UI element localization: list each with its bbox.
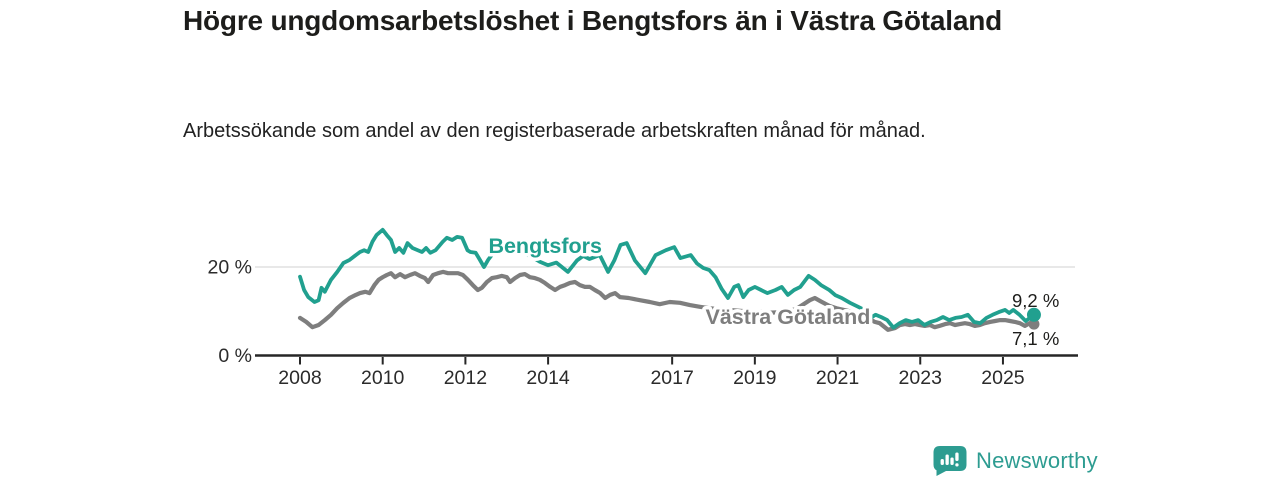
newsworthy-logo-icon: [933, 446, 967, 476]
x-tick-label-2021: 2021: [816, 367, 859, 389]
x-tick-label-2010: 2010: [361, 367, 405, 389]
end-dot-v-stra-g-taland: [1028, 318, 1040, 330]
series-line-bengtsfors: [298, 227, 1036, 330]
series-line-v-stra-g-taland: [297, 269, 1037, 332]
chart-subtitle: Arbetssökande som andel av den registerb…: [183, 120, 926, 142]
x-tick-label-2012: 2012: [444, 367, 487, 389]
series-label-v-stra-g-taland: Västra Götaland: [705, 305, 870, 329]
x-tick-label-2019: 2019: [733, 367, 776, 389]
x-tick-label-2023: 2023: [899, 367, 942, 389]
end-value-label-bengtsfors: 9,2 %: [1012, 290, 1059, 311]
y-tick-label-20: 20 %: [208, 257, 252, 279]
end-value-label-v-stra-g-taland: 7,1 %: [1012, 328, 1059, 349]
end-dot-bengtsfors: [1026, 307, 1041, 322]
newsworthy-brand-name: Newsworthy: [976, 448, 1098, 473]
newsworthy-brand: Newsworthy: [933, 446, 1098, 476]
page-title: Högre ungdomsarbetslöshet i Bengtsfors ä…: [183, 5, 1003, 36]
y-tick-label-0: 0 %: [218, 345, 252, 367]
x-tick-label-2008: 2008: [278, 367, 321, 389]
x-tick-label-2025: 2025: [981, 367, 1025, 389]
x-tick-label-2014: 2014: [526, 367, 570, 389]
series-label-bengtsfors: Bengtsfors: [488, 234, 602, 258]
x-tick-label-2017: 2017: [650, 367, 693, 389]
